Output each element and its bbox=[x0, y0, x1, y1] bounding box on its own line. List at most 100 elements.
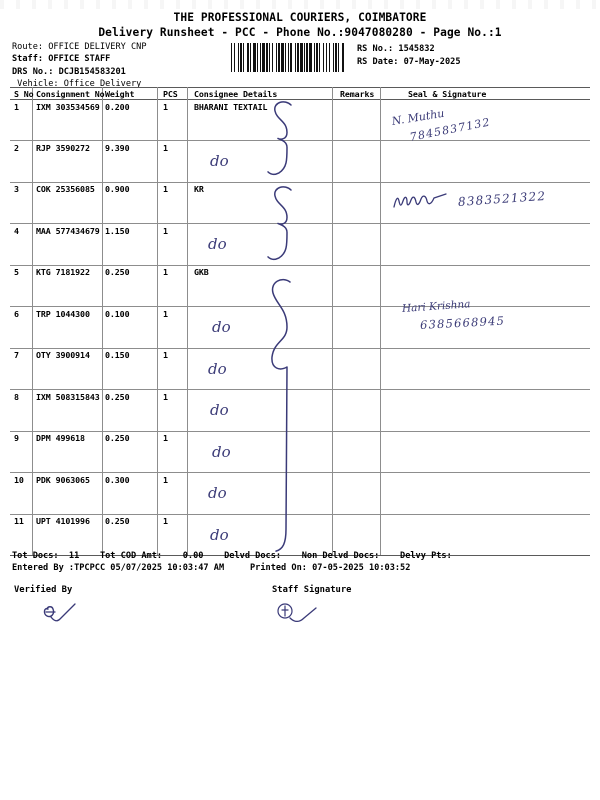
handwritten-ditto-mark: do bbox=[208, 359, 227, 378]
table-rule bbox=[10, 99, 590, 100]
staff-value: OFFICE STAFF bbox=[48, 54, 111, 65]
cell-pcs: 1 bbox=[163, 267, 168, 278]
table-rule bbox=[10, 306, 590, 308]
verified-by-label: Verified By bbox=[14, 585, 73, 595]
route-label: Route: bbox=[12, 42, 49, 52]
vehicle-value: Office Delivery bbox=[63, 78, 142, 89]
vehicle-line: Vehicle: Office Delivery bbox=[12, 78, 147, 90]
handwritten-signature-name: N. Muthu bbox=[390, 106, 446, 128]
handwritten-ditto-mark: do bbox=[210, 525, 229, 544]
table-rule bbox=[10, 264, 590, 266]
cell-sno: 8 bbox=[14, 391, 19, 402]
handwritten-phone-number: 6385668945 bbox=[419, 313, 506, 332]
cell-weight: 0.900 bbox=[105, 184, 130, 195]
cell-pcs: 1 bbox=[163, 142, 168, 153]
document-subtitle: Delivery Runsheet - PCC - Phone No.:9047… bbox=[98, 26, 502, 39]
header-left-block: Route: OFFICE DELIVERY CNP Staff: OFFICE… bbox=[12, 41, 147, 90]
cell-pcs: 1 bbox=[163, 350, 168, 361]
cell-consignment-no: DPM 499618 bbox=[36, 433, 85, 444]
route-value: OFFICE DELIVERY CNP bbox=[48, 42, 147, 52]
table-column-rule bbox=[380, 87, 381, 555]
rs-no-value: 1545832 bbox=[398, 44, 435, 54]
totals-line: Tot Docs: 11 Tot COD Amt: 0.00 Delvd Doc… bbox=[12, 551, 452, 561]
column-header: Consignee Details bbox=[194, 88, 278, 99]
rs-no-line: RS No.: 1545832 bbox=[357, 43, 461, 56]
cell-weight: 0.200 bbox=[105, 101, 130, 112]
cell-sno: 11 bbox=[14, 516, 24, 526]
scan-artifact bbox=[0, 0, 600, 9]
cell-consignee-details: KR bbox=[194, 184, 204, 195]
cell-consignee-details: GKB bbox=[194, 267, 209, 278]
cell-pcs: 1 bbox=[163, 391, 168, 402]
cell-weight: 0.300 bbox=[105, 474, 130, 485]
cell-weight: 0.250 bbox=[105, 433, 130, 444]
runsheet-barcode bbox=[231, 43, 345, 72]
handwritten-ditto-mark: do bbox=[210, 401, 229, 420]
cell-consignment-no: UPT 4101996 bbox=[36, 516, 90, 526]
staff-signature-label: Staff Signature bbox=[272, 585, 352, 595]
table-column-rule bbox=[332, 87, 333, 555]
cell-sno: 2 bbox=[14, 142, 19, 153]
cell-sno: 9 bbox=[14, 433, 19, 444]
cell-consignment-no: IXM 303534569 bbox=[36, 101, 100, 112]
rs-no-label: RS No.: bbox=[357, 44, 399, 54]
cell-weight: 9.390 bbox=[105, 142, 130, 153]
drs-value: DCJB154583201 bbox=[58, 66, 126, 77]
cell-weight: 0.250 bbox=[105, 391, 130, 402]
column-header: Weight bbox=[105, 88, 135, 99]
drs-label: DRS No.: bbox=[12, 66, 59, 77]
cell-sno: 10 bbox=[14, 474, 24, 485]
cell-pcs: 1 bbox=[163, 433, 168, 444]
rs-date-line: RS Date: 07-May-2025 bbox=[357, 56, 461, 69]
handwritten-ditto-mark: do bbox=[212, 442, 231, 461]
cell-sno: 5 bbox=[14, 267, 19, 278]
table-rule bbox=[10, 140, 590, 142]
handwritten-ditto-mark: do bbox=[210, 152, 229, 171]
column-header: Consignment No bbox=[36, 88, 105, 99]
cell-sno: 1 bbox=[14, 101, 19, 112]
table-column-rule bbox=[32, 87, 33, 555]
table-rule bbox=[10, 554, 590, 556]
table-column-rule bbox=[102, 87, 103, 555]
cell-consignee-details: BHARANI TEXTAIL bbox=[194, 101, 268, 112]
cell-weight: 0.250 bbox=[105, 516, 130, 526]
cell-pcs: 1 bbox=[163, 516, 168, 526]
cell-weight: 0.100 bbox=[105, 308, 130, 319]
table-rule bbox=[10, 513, 590, 515]
handwritten-ditto-mark: do bbox=[208, 235, 227, 254]
verified-by-signature bbox=[43, 603, 76, 622]
cell-consignment-no: IXM 508315843 bbox=[36, 391, 100, 402]
handwritten-signature-scribble bbox=[393, 193, 447, 208]
cell-consignment-no: MAA 577434679 bbox=[36, 225, 100, 236]
header-right-block: RS No.: 1545832 RS Date: 07-May-2025 bbox=[357, 43, 461, 68]
column-header: Seal & Signature bbox=[408, 88, 487, 99]
rs-date-label: RS Date: bbox=[357, 56, 404, 67]
cell-consignment-no: RJP 3590272 bbox=[36, 142, 90, 153]
consignment-table: S No Consignment No Weight PCS Consignee Det… bbox=[10, 87, 590, 556]
table-rule bbox=[10, 347, 590, 349]
table-rule bbox=[10, 223, 590, 225]
route-line: Route: OFFICE DELIVERY CNP bbox=[12, 41, 147, 53]
cell-sno: 6 bbox=[14, 308, 19, 319]
drs-line: DRS No.: DCJB154583201 bbox=[12, 66, 147, 78]
cell-consignment-no: OTY 3900914 bbox=[36, 350, 90, 361]
rs-date-value: 07-May-2025 bbox=[403, 56, 461, 67]
cell-consignment-no: TRP 1044300 bbox=[36, 308, 90, 319]
staff-signature-mark bbox=[277, 603, 317, 623]
cell-consignment-no: PDK 9063065 bbox=[36, 474, 90, 485]
handwritten-brace-rows-1-2 bbox=[267, 101, 292, 176]
table-column-rule bbox=[157, 87, 158, 555]
cell-pcs: 1 bbox=[163, 225, 168, 236]
table-rule bbox=[10, 181, 590, 183]
company-title: THE PROFESSIONAL COURIERS, COIMBATORE bbox=[173, 11, 427, 24]
vehicle-label: Vehicle: bbox=[12, 78, 64, 89]
handwritten-phone-number: 8383521322 bbox=[457, 188, 547, 209]
cell-sno: 4 bbox=[14, 225, 19, 236]
cell-consignment-no: COK 25356085 bbox=[36, 184, 95, 195]
staff-line: Staff: OFFICE STAFF bbox=[12, 53, 147, 65]
table-rule bbox=[10, 389, 590, 391]
table-column-rule bbox=[187, 87, 188, 555]
table-rule bbox=[10, 87, 590, 88]
table-rule bbox=[10, 472, 590, 474]
